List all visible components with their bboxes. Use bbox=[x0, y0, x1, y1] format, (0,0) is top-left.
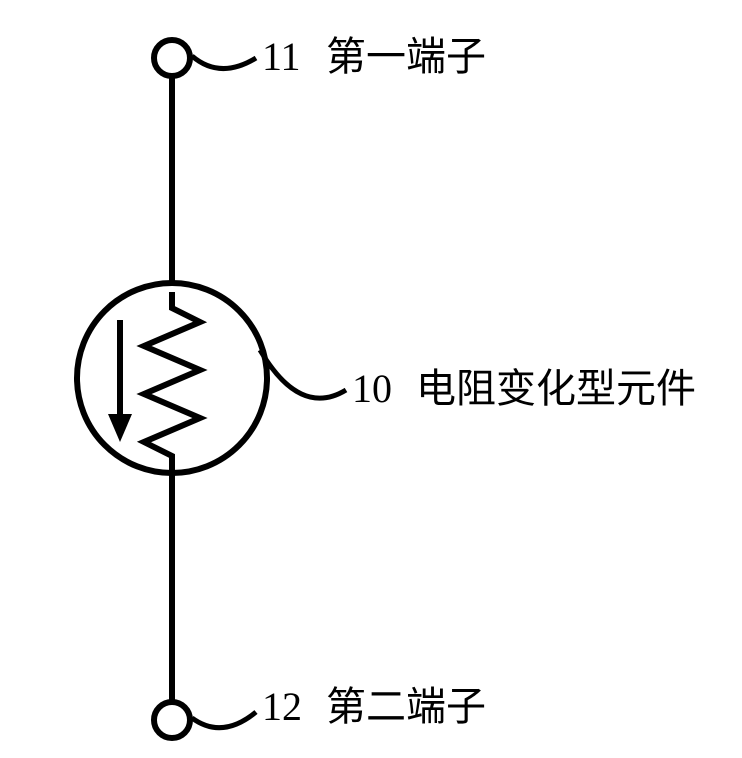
element-circle bbox=[77, 283, 267, 473]
label-top-num: 11 bbox=[262, 34, 301, 79]
circuit-diagram: 11 第一端子 10 电阻变化型元件 12 第二端子 bbox=[0, 0, 742, 758]
terminal-bottom bbox=[154, 702, 190, 738]
leader-bottom bbox=[192, 712, 256, 728]
label-bottom-num: 12 bbox=[262, 684, 302, 729]
label-middle-text: 电阻变化型元件 bbox=[416, 366, 696, 411]
leader-top bbox=[192, 56, 256, 69]
resistor-zigzag bbox=[144, 292, 200, 472]
label-top-text: 第一端子 bbox=[326, 34, 486, 79]
arrow-head bbox=[108, 414, 132, 442]
terminal-top bbox=[154, 40, 190, 76]
label-bottom-text: 第二端子 bbox=[326, 684, 486, 729]
leader-middle bbox=[260, 350, 346, 398]
label-middle-num: 10 bbox=[352, 366, 392, 411]
